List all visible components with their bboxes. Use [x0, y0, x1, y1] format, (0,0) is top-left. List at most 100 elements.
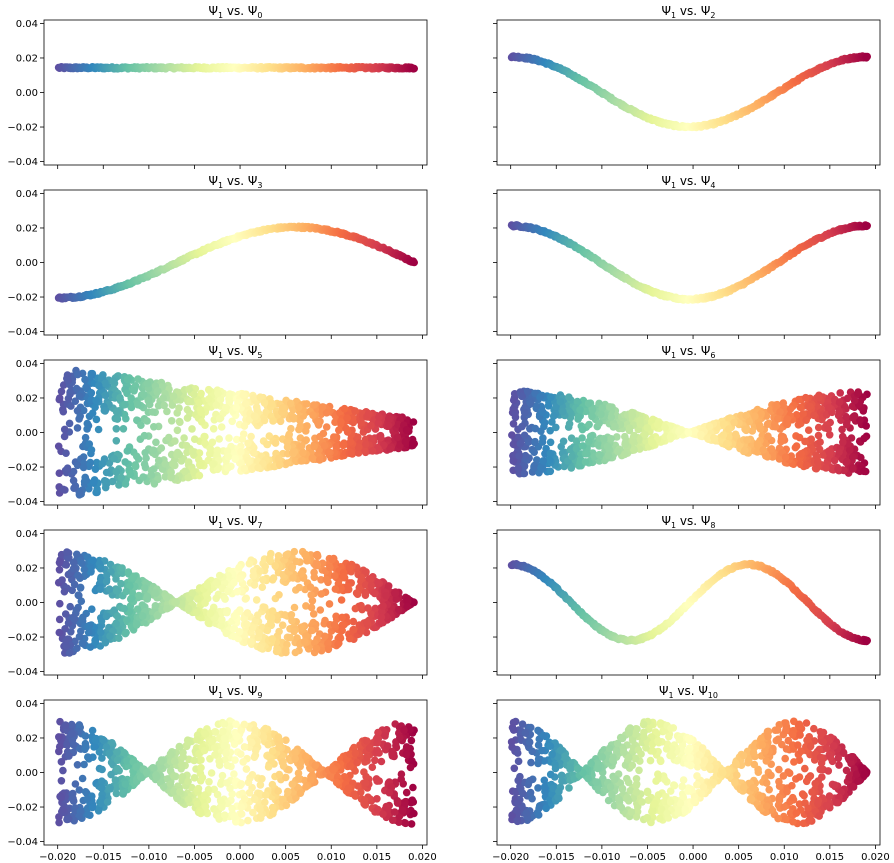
scatter-point — [862, 422, 870, 430]
scatter-series — [507, 221, 871, 304]
scatter-point — [65, 419, 74, 428]
scatter-point — [290, 627, 298, 636]
panel-5: Ψ1 vs. Ψ50.040.020.00−0.02−0.04 — [7, 344, 428, 509]
scatter-point — [854, 388, 862, 396]
scatter-point — [89, 478, 98, 487]
scatter-point — [118, 564, 126, 572]
scatter-point — [705, 422, 714, 431]
scatter-point — [186, 397, 194, 406]
scatter-point — [641, 430, 649, 439]
scatter-point — [251, 412, 259, 421]
axes-frame — [43, 189, 428, 336]
scatter-point — [154, 456, 163, 465]
scatter-point — [849, 465, 857, 473]
scatter-point — [588, 406, 597, 414]
scatter-point — [212, 401, 221, 409]
scatter-point — [141, 449, 149, 457]
y-tick-label: 0.04 — [16, 19, 38, 30]
scatter-point — [228, 417, 236, 426]
scatter-point — [121, 480, 130, 488]
scatter-point — [375, 413, 383, 421]
scatter-point — [64, 376, 72, 385]
scatter-point — [240, 422, 249, 430]
scatter-point — [536, 393, 544, 401]
scatter-point — [843, 394, 852, 403]
scatter-point — [538, 438, 547, 446]
scatter-point — [851, 396, 859, 405]
scatter-point — [204, 385, 213, 394]
scatter-point — [133, 605, 142, 613]
scatter-point — [531, 437, 539, 446]
scatter-point — [774, 415, 782, 423]
scatter-point — [115, 481, 123, 489]
scatter-point — [801, 437, 809, 446]
scatter-point — [215, 435, 223, 443]
scatter-point — [197, 408, 205, 417]
scatter-point — [182, 441, 191, 450]
scatter-point — [578, 425, 587, 434]
scatter-point — [121, 400, 129, 409]
scatter-point — [830, 456, 839, 465]
scatter-point — [235, 563, 243, 572]
y-tick-label: 0.04 — [16, 189, 38, 200]
scatter-point — [322, 423, 331, 431]
panel-title: Ψ1 vs. Ψ2 — [662, 4, 716, 20]
scatter-point — [310, 401, 318, 409]
axes-frame — [496, 189, 881, 336]
scatter-point — [328, 555, 337, 564]
scatter-point — [263, 626, 272, 635]
scatter-point — [572, 444, 581, 453]
scatter-point — [319, 429, 328, 438]
scatter-point — [518, 422, 526, 431]
scatter-point — [860, 467, 868, 476]
scatter-point — [377, 613, 386, 622]
scatter-point — [815, 445, 824, 454]
panel-title: Ψ1 vs. Ψ0 — [209, 4, 263, 20]
scatter-point — [764, 432, 772, 441]
panel-title: Ψ1 vs. Ψ6 — [662, 344, 716, 360]
scatter-point — [276, 417, 285, 426]
scatter-point — [56, 599, 64, 608]
panel-2: Ψ1 vs. Ψ2 — [493, 4, 881, 169]
scatter-point — [101, 391, 110, 400]
scatter-point — [763, 420, 772, 429]
scatter-point — [299, 449, 307, 457]
scatter-point — [268, 635, 277, 643]
scatter-point — [289, 574, 297, 582]
scatter-point — [313, 418, 322, 426]
scatter-point — [273, 645, 281, 653]
scatter-point — [318, 403, 327, 411]
scatter-point — [565, 420, 574, 428]
scatter-point — [301, 550, 310, 559]
scatter-point — [676, 426, 684, 435]
scatter-point — [101, 483, 110, 492]
scatter-point — [860, 434, 868, 443]
scatter-point — [63, 464, 72, 473]
scatter-point — [223, 608, 231, 617]
scatter-point — [282, 646, 290, 654]
scatter-point — [352, 589, 361, 597]
scatter-point — [167, 417, 176, 425]
scatter-point — [330, 572, 339, 580]
scatter-point — [588, 412, 596, 421]
scatter-point — [94, 381, 103, 390]
scatter-point — [253, 611, 262, 619]
scatter-point — [87, 568, 95, 576]
scatter-point — [224, 464, 232, 472]
scatter-point — [364, 604, 372, 612]
scatter-point — [55, 615, 64, 624]
scatter-point — [576, 406, 584, 414]
scatter-series — [54, 63, 419, 73]
scatter-point — [127, 595, 135, 603]
scatter-point — [345, 634, 354, 643]
scatter-point — [55, 469, 64, 478]
scatter-point — [88, 409, 97, 418]
scatter-point — [643, 424, 652, 432]
axes-frame — [43, 19, 428, 166]
y-tick-label: −0.04 — [7, 497, 38, 508]
scatter-point — [776, 408, 784, 416]
scatter-point — [810, 411, 818, 420]
scatter-point — [60, 425, 69, 434]
scatter-point — [345, 564, 354, 572]
